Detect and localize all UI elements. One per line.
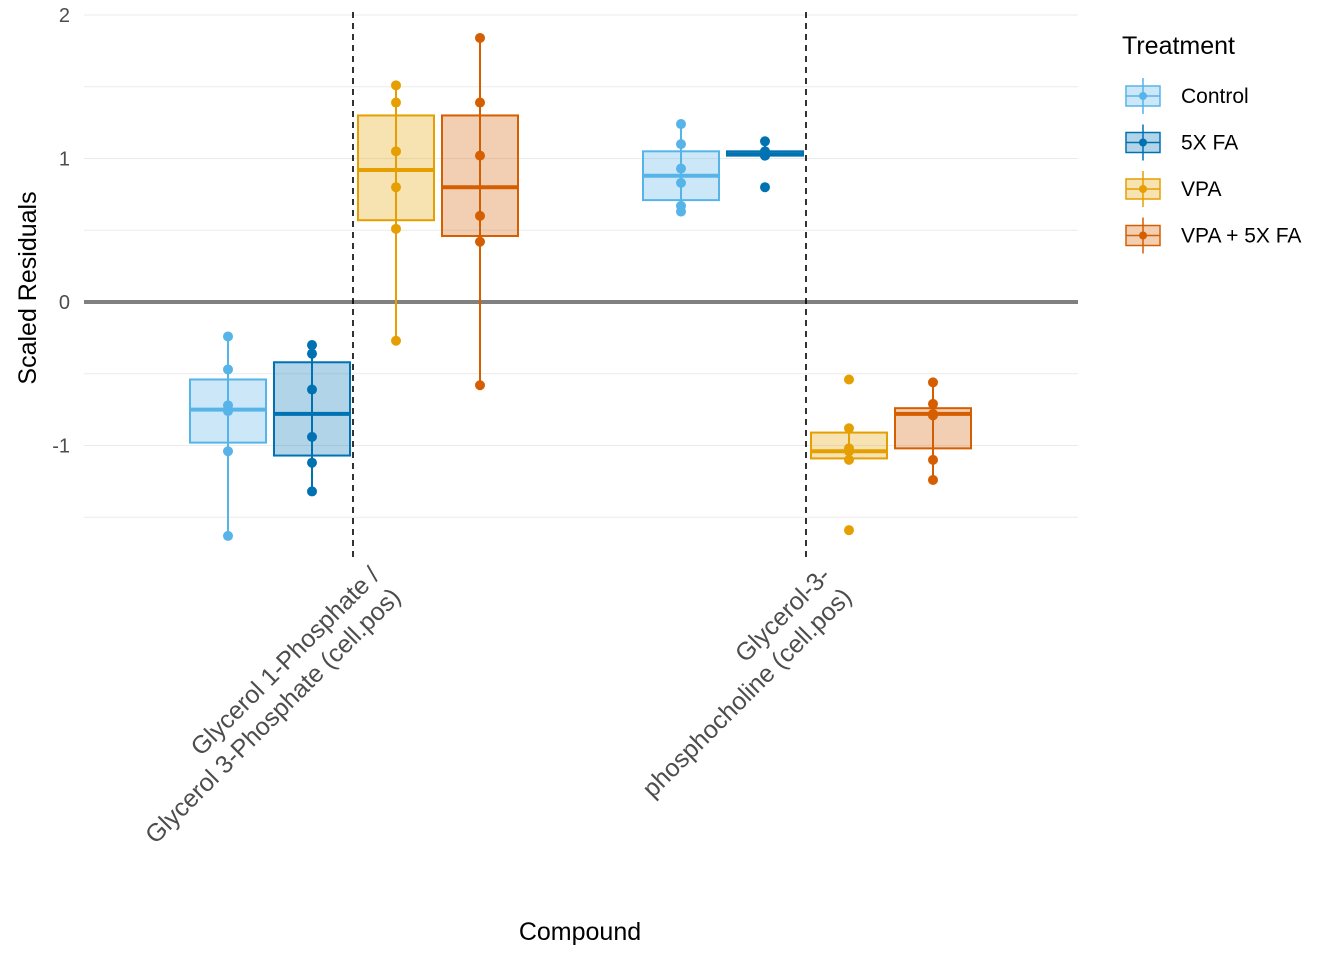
x-tick-label-line: Glycerol 1-Phosphate / (185, 562, 385, 762)
box-group (810, 374, 888, 536)
legend-item: VPA (1125, 171, 1221, 207)
box-group (189, 331, 267, 541)
data-point (391, 335, 401, 346)
data-point (844, 423, 854, 434)
legend-key-point (1139, 185, 1147, 193)
x-axis-title: Compound (519, 918, 641, 946)
data-point (928, 377, 938, 388)
data-point (844, 525, 854, 536)
data-point (475, 380, 485, 391)
box-group (441, 32, 519, 391)
x-tick-label-line: Glycerol 3-Phosphate (cell.pos) (140, 583, 406, 849)
legend-label: Control (1181, 85, 1249, 108)
data-point (475, 150, 485, 161)
data-point (391, 223, 401, 234)
box-group (726, 136, 804, 193)
data-point (928, 474, 938, 485)
data-point (760, 136, 770, 147)
data-point (391, 97, 401, 108)
legend-label: VPA (1181, 178, 1221, 201)
legend-key-point (1139, 92, 1147, 100)
y-axis-title: Scaled Residuals (14, 191, 42, 384)
y-tick-label: -1 (52, 436, 70, 458)
data-point (676, 119, 686, 130)
data-point (928, 410, 938, 421)
data-point (307, 486, 317, 497)
data-point (307, 340, 317, 351)
box-group (894, 377, 972, 485)
data-point (223, 364, 233, 375)
data-point (223, 331, 233, 342)
box-group (642, 119, 720, 217)
legend-key-point (1139, 138, 1147, 147)
data-point (223, 530, 233, 541)
x-tick-label: Glycerol 1-Phosphate /Glycerol 3-Phospha… (140, 562, 406, 850)
data-point (307, 431, 317, 442)
legend-title: Treatment (1122, 32, 1235, 60)
data-point (223, 406, 233, 417)
x-tick-label: Glycerol-3-phosphocholine (cell.pos) (637, 562, 857, 803)
data-point (223, 446, 233, 457)
data-point (676, 163, 686, 174)
data-point (391, 182, 401, 193)
data-point (475, 236, 485, 247)
data-point (676, 206, 686, 217)
data-point (760, 182, 770, 193)
data-point (928, 454, 938, 465)
legend-key-point (1139, 231, 1147, 240)
data-point (676, 177, 686, 188)
data-point (844, 374, 854, 385)
legend-item: 5X FA (1125, 124, 1238, 161)
legend-items: Control 5X FA VPA VPA + 5X FA (1125, 78, 1301, 254)
legend-item: Control (1125, 78, 1249, 114)
reference-layer (84, 12, 1078, 562)
data-point (844, 446, 854, 457)
box (357, 114, 435, 222)
y-tick-label: 0 (59, 292, 70, 314)
data-point (928, 398, 938, 409)
data-point (760, 150, 770, 161)
data-point (475, 97, 485, 108)
box-layer (189, 32, 972, 541)
legend-item: VPA + 5X FA (1125, 217, 1301, 254)
data-point (676, 139, 686, 150)
data-point (391, 80, 401, 91)
y-tick-label: 1 (59, 149, 70, 171)
data-point (307, 384, 317, 395)
data-point (475, 210, 485, 221)
data-point (307, 348, 317, 359)
y-tick-label: 2 (59, 5, 70, 27)
data-point (307, 457, 317, 468)
data-point (475, 32, 485, 43)
box-group (273, 340, 351, 497)
data-point (391, 146, 401, 157)
legend-label: 5X FA (1181, 132, 1238, 155)
grid-layer (84, 14, 1078, 518)
legend: Treatment Control 5X FA VPA VPA + 5X FA (1122, 32, 1301, 254)
box-group (357, 80, 435, 346)
x-tick-label-line: phosphocholine (cell.pos) (637, 583, 857, 803)
legend-label: VPA + 5X FA (1181, 225, 1301, 248)
data-point (844, 454, 854, 465)
